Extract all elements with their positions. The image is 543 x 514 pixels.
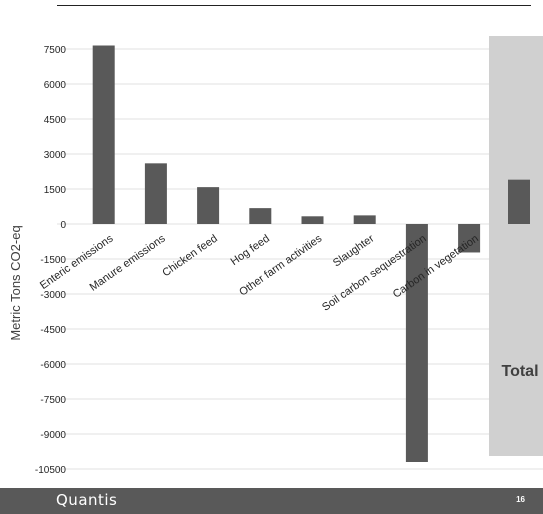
- bar-chart: Total 7500 6000 4500 3000 1500 0 -1500 -3000 -45…: [8, 36, 543, 476]
- y-axis-title: Metric Tons CO2-eq: [8, 225, 23, 340]
- total-panel: [489, 36, 543, 456]
- y-tick-label: 4500: [44, 115, 67, 126]
- y-tick-label: -3000: [40, 290, 66, 301]
- bar-chicken-feed: [197, 187, 220, 224]
- y-tick-label: 1500: [44, 185, 67, 196]
- category-label: Hog feed: [229, 233, 272, 268]
- bar-hog-feed: [249, 208, 272, 224]
- bar-soil-carbon-sequestration: [405, 224, 428, 462]
- brand-logo: Quantis: [56, 491, 118, 509]
- bars: [92, 45, 481, 462]
- bar-manure-emissions: [144, 163, 167, 224]
- y-tick-label: 7500: [44, 45, 67, 56]
- y-tick-label: 3000: [44, 150, 67, 161]
- y-tick-label: -6000: [40, 360, 66, 371]
- page-number: 16: [516, 495, 525, 504]
- category-label: Chicken feed: [160, 233, 219, 280]
- y-tick-label: -7500: [40, 395, 66, 406]
- footer-bar: Quantis 16: [0, 488, 543, 514]
- y-tick-label: -10500: [35, 465, 67, 476]
- bar-total: [508, 179, 530, 224]
- category-label: Slaughter: [331, 232, 377, 269]
- title-rule: [57, 5, 531, 6]
- category-label: Carbon in vegetation: [391, 233, 481, 301]
- bar-enteric-emissions: [92, 45, 115, 224]
- bar-carbon-in-vegetation: [458, 224, 481, 253]
- y-tick-label: 0: [60, 220, 66, 231]
- y-tick-label: -1500: [40, 255, 66, 266]
- y-axis-ticks: 7500 6000 4500 3000 1500 0 -1500 -3000 -4500 -600…: [35, 45, 67, 476]
- y-tick-label: -9000: [40, 430, 66, 441]
- bar-slaughter: [353, 215, 376, 224]
- bar-other-farm-activities: [301, 216, 324, 224]
- total-panel-group: Total: [489, 36, 543, 456]
- total-label: Total: [501, 363, 538, 380]
- y-tick-label: -4500: [40, 325, 66, 336]
- gridlines: [57, 48, 543, 470]
- y-tick-label: 6000: [44, 80, 67, 91]
